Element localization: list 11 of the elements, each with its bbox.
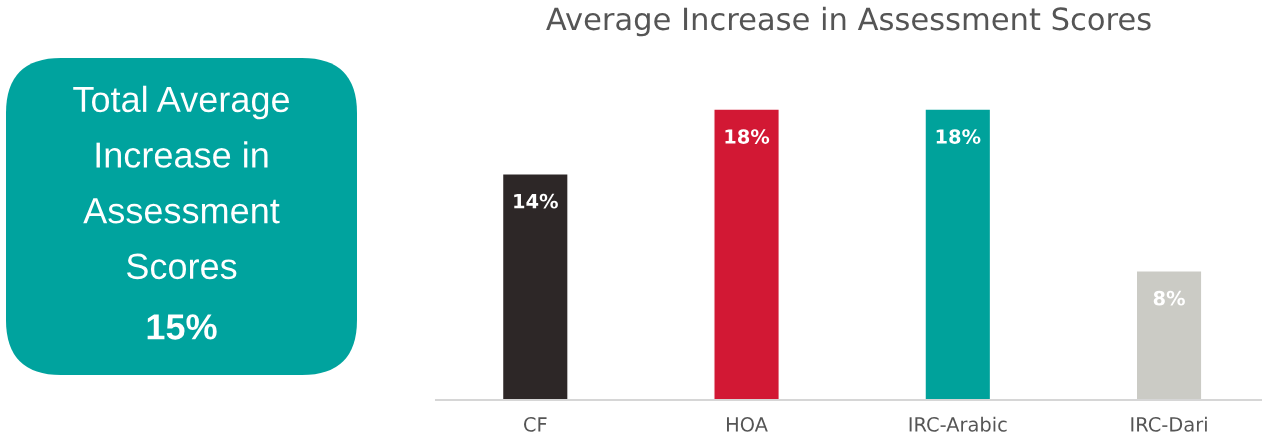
- data-label: 8%: [1153, 290, 1185, 306]
- x-tick-label: IRC-Arabic: [909, 416, 1007, 432]
- x-tick-label: IRC-Dari: [1131, 416, 1207, 432]
- x-tick-label: HOA: [727, 417, 768, 432]
- text: 15%: [147, 314, 217, 340]
- chart-title: Average Increase in Assessment Scores: [546, 6, 1151, 37]
- data-label: 14%: [514, 193, 558, 209]
- data-label: 18%: [936, 129, 981, 144]
- text: Total Average Increase in Assessment Scores: [73, 85, 289, 280]
- x-tick-label: CF: [524, 417, 547, 432]
- data-label: 18%: [725, 129, 770, 144]
